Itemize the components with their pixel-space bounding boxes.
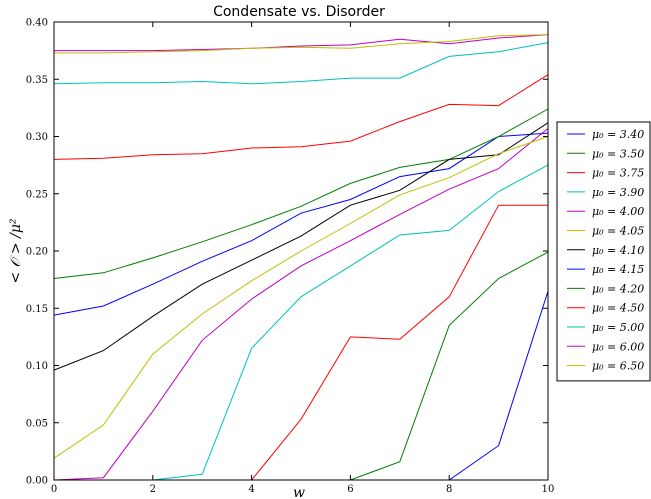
x-tick-label-4: 8 <box>446 484 452 495</box>
y-tick-label-7: 0.35 <box>26 75 48 86</box>
series-line-12 <box>53 136 549 459</box>
y-tick-label-5: 0.25 <box>26 189 48 200</box>
y-axis-label: < 𝒪 > /μ² <box>8 218 24 283</box>
y-tick-label-0: 0.00 <box>26 476 48 487</box>
series-line-11 <box>53 128 549 481</box>
legend-label-6: μ₀ = 4.10 <box>592 244 644 257</box>
legend-label-7: μ₀ = 4.15 <box>592 263 644 276</box>
legend: μ₀ = 3.40 μ₀ = 3.50 μ₀ = 3.75 μ₀ = 3.90 μ₀ =… <box>556 121 651 382</box>
legend-label-8: μ₀ = 4.20 <box>592 282 644 295</box>
x-tick-label-5: 10 <box>542 484 555 495</box>
legend-label-2: μ₀ = 3.75 <box>592 167 644 180</box>
series-line-7 <box>54 290 549 481</box>
series-line-0 <box>53 132 549 316</box>
y-tick-label-3: 0.15 <box>26 304 48 315</box>
y-tick-label-6: 0.30 <box>26 132 48 143</box>
x-tick-label-0: 0 <box>51 484 57 495</box>
legend-label-9: μ₀ = 4.50 <box>592 302 644 315</box>
legend-label-4: μ₀ = 4.00 <box>592 205 644 218</box>
chart-title: Condensate vs. Disorder <box>213 4 385 20</box>
x-tick-label-1: 2 <box>150 484 156 495</box>
series-line-2 <box>53 74 549 160</box>
x-tick-label-3: 6 <box>347 484 353 495</box>
x-tick-label-2: 4 <box>248 484 254 495</box>
x-axis-label: w <box>293 485 305 499</box>
legend-label-10: μ₀ = 5.00 <box>592 321 644 334</box>
series-line-6 <box>53 122 549 371</box>
y-tick-label-2: 0.10 <box>26 361 48 372</box>
series-line-3 <box>53 42 549 85</box>
series-line-9 <box>54 204 548 481</box>
axis-ticks: 0 2 4 6 8 10 0.00 0.05 0.10 0.15 0.20 0.25 0.30 0.35 0… <box>26 18 555 496</box>
legend-label-0: μ₀ = 3.40 <box>592 128 644 141</box>
y-tick-label-4: 0.20 <box>26 247 48 258</box>
legend-label-11: μ₀ = 6.00 <box>592 340 644 353</box>
y-tick-label-8: 0.40 <box>26 18 48 29</box>
series-line-1 <box>53 108 549 279</box>
legend-label-12: μ₀ = 6.50 <box>592 360 644 373</box>
legend-label-1: μ₀ = 3.50 <box>592 147 644 160</box>
legend-label-5: μ₀ = 4.05 <box>592 225 644 238</box>
plot-series <box>53 34 549 481</box>
y-tick-label-1: 0.05 <box>26 418 48 429</box>
legend-box <box>556 121 651 382</box>
series-line-10 <box>54 164 549 481</box>
series-line-5 <box>54 34 549 54</box>
series-line-8 <box>54 251 549 481</box>
series-line-4 <box>54 34 549 52</box>
legend-label-3: μ₀ = 3.90 <box>592 186 644 199</box>
